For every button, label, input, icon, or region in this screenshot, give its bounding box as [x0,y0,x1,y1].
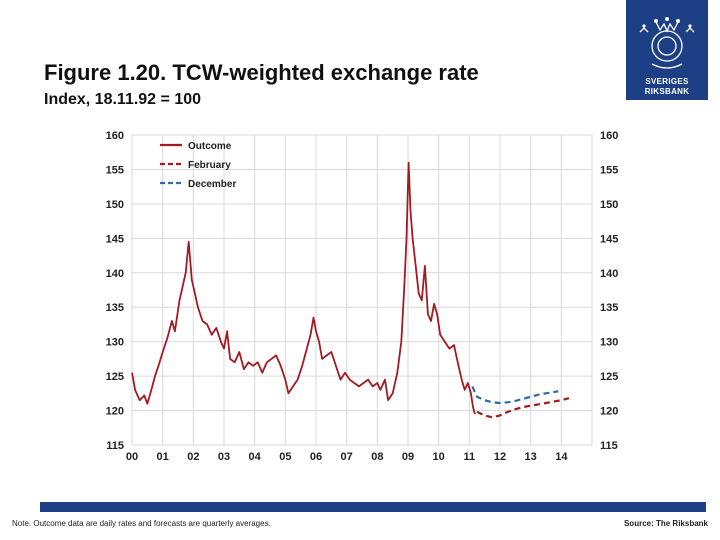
y-tick-label-left: 135 [106,302,124,314]
y-tick-label-right: 115 [600,440,618,452]
y-tick-label-left: 140 [106,268,124,280]
exchange-rate-chart: 115 115 120 120 125 125 130 130 135 135 140 140 145 1… [106,130,619,463]
x-tick-label: 11 [464,451,476,463]
y-tick-label-right: 150 [600,199,618,211]
x-tick-label: 03 [218,451,230,463]
logo-line-2: RIKSBANK [644,87,690,96]
logo-line-1: SVERIGES [645,77,689,86]
x-tick-label: 06 [310,451,322,463]
chart-title: Figure 1.20. TCW-weighted exchange rate [44,60,479,85]
y-tick-label-right: 135 [600,302,618,314]
y-tick-label-right: 125 [600,371,618,383]
y-tick-label-left: 125 [106,371,124,383]
legend-label-february: February [188,160,231,171]
y-tick-label-right: 120 [600,406,618,418]
y-tick-label-right: 160 [600,130,618,142]
x-tick-label: 13 [525,451,537,463]
x-tick-label: 09 [402,451,414,463]
series-line-december [471,385,559,405]
y-tick-label-left: 155 [106,164,124,176]
x-tick-label: 02 [187,451,199,463]
x-tick-label: 00 [126,451,138,463]
series [131,161,570,419]
x-tick-label: 08 [371,451,383,463]
y-tick-label-left: 130 [106,337,124,349]
y-tick-label-right: 155 [600,164,618,176]
footer-bar [40,502,706,512]
y-tick-label-left: 160 [106,130,124,142]
series-line-outcome [131,161,476,415]
x-tick-label: 12 [494,451,506,463]
y-tick-label-right: 130 [600,337,618,349]
chart-subtitle: Index, 18.11.92 = 100 [44,91,202,108]
y-tick-label-left: 145 [106,233,124,245]
y-tick-label-left: 115 [106,440,124,452]
x-tick-label: 14 [555,451,568,463]
legend-label-outcome: Outcome [188,141,232,152]
x-tick-label: 04 [249,451,262,463]
y-tick-label-right: 145 [600,233,618,245]
legend-label-december: December [188,179,236,190]
x-tick-label: 01 [157,451,169,463]
x-tick-label: 07 [341,451,353,463]
axes: 115 115 120 120 125 125 130 130 135 135 140 140 145 1… [106,130,619,463]
x-tick-label: 05 [279,451,291,463]
y-tick-label-left: 150 [106,199,124,211]
crown-crest-icon [639,17,695,69]
source-label: Source: The Riksbank [623,519,708,528]
legend: Outcome February December [160,141,236,190]
x-tick-label: 10 [433,451,445,463]
y-tick-label-right: 140 [600,268,618,280]
y-tick-label-left: 120 [106,406,124,418]
footnote: Note. Outcome data are daily rates and f… [12,519,271,528]
riksbank-logo: SVERIGES RIKSBANK [626,0,708,100]
